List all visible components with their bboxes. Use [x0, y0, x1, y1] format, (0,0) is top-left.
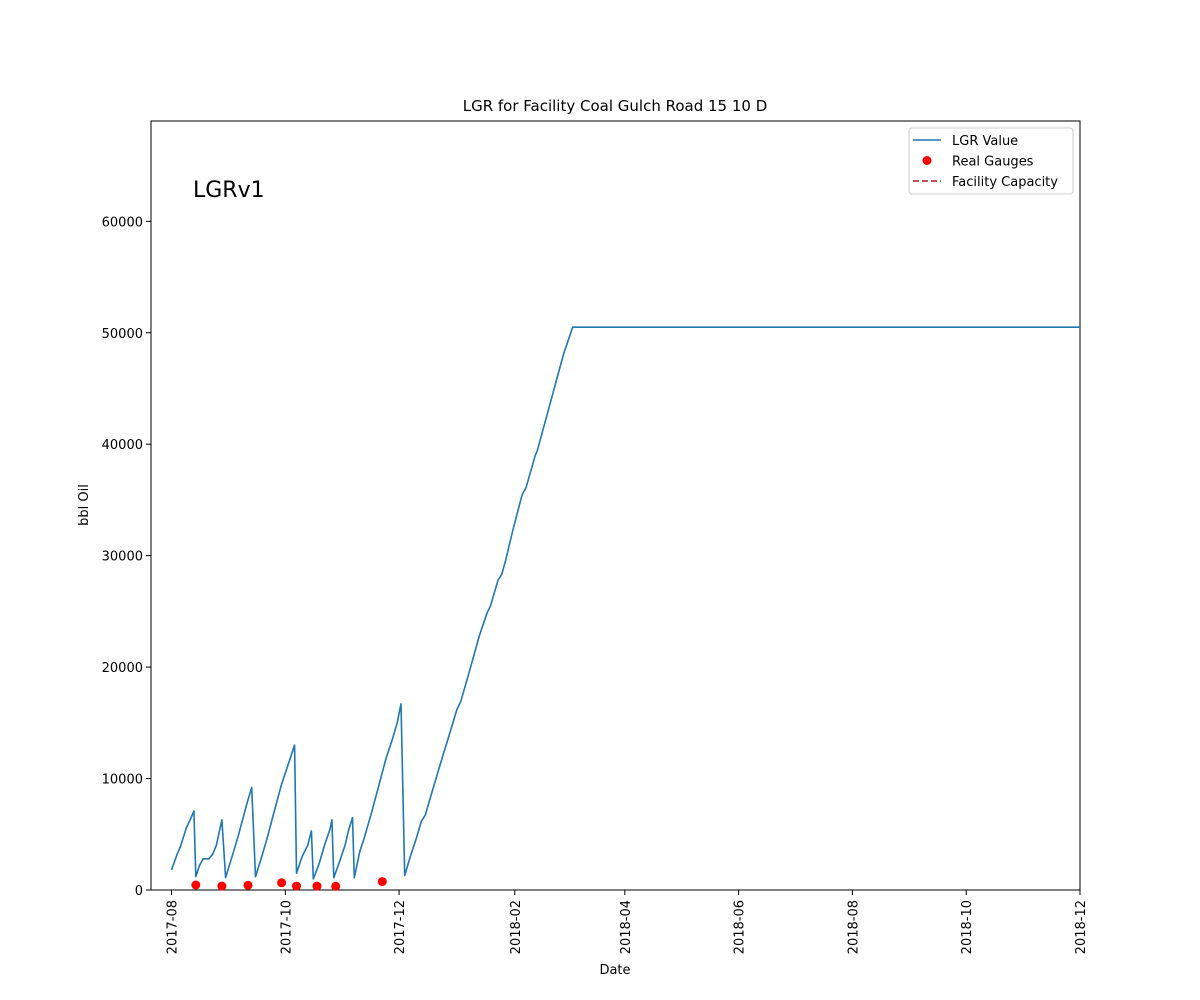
x-axis-label: Date: [599, 963, 630, 978]
y-tick-label: 60000: [102, 215, 143, 230]
legend: LGR Value Real Gauges Facility Capacity: [908, 127, 1074, 195]
x-tick-label: 2018-10: [960, 900, 975, 954]
series-line-lgr-value: [170, 326, 1080, 880]
x-tick-label: 2018-06: [733, 900, 748, 954]
real-gauge-point: [217, 881, 227, 891]
real-gauge-point: [191, 880, 201, 890]
axes-frame: [150, 120, 1081, 891]
series-layer: [170, 326, 1080, 891]
x-tick-label: 2017-12: [393, 900, 408, 954]
y-axis: 0 10000 20000 30000 40000 50000 60000: [102, 215, 151, 899]
legend-marker-real-gauges: [922, 156, 932, 165]
legend-label: Real Gauges: [952, 155, 1034, 170]
y-tick-label: 20000: [102, 661, 143, 676]
legend-label: Facility Capacity: [952, 175, 1058, 190]
x-tick-label: 2018-02: [509, 900, 524, 954]
x-tick-label: 2018-08: [846, 900, 861, 954]
y-tick-label: 50000: [102, 327, 143, 342]
x-tick-label: 2017-10: [279, 900, 294, 954]
plot-area: 2017-08 2017-10 2017-12 2018-02 2018-04 2018-…: [102, 120, 1089, 954]
real-gauge-point: [377, 877, 387, 887]
x-tick-label: 2018-12: [1074, 900, 1089, 954]
real-gauge-point: [277, 878, 287, 888]
x-axis: 2017-08 2017-10 2017-12 2018-02 2018-04 2018-…: [166, 890, 1089, 954]
real-gauge-point: [312, 881, 322, 891]
y-tick-label: 0: [135, 884, 143, 899]
legend-box: [908, 127, 1074, 195]
real-gauge-point: [331, 881, 341, 891]
y-tick-label: 30000: [102, 550, 143, 565]
x-tick-label: 2017-08: [166, 900, 181, 954]
y-axis-label: bbl Oil: [77, 484, 92, 526]
chart-title: LGR for Facility Coal Gulch Road 15 10 D: [463, 97, 768, 115]
real-gauge-point: [292, 881, 301, 891]
y-tick-label: 40000: [102, 438, 143, 453]
legend-label: LGR Value: [952, 134, 1018, 149]
chart-annotation: LGRv1: [193, 178, 265, 203]
x-tick-label: 2018-04: [619, 900, 634, 954]
real-gauge-point: [243, 880, 253, 890]
y-tick-label: 10000: [102, 773, 143, 788]
